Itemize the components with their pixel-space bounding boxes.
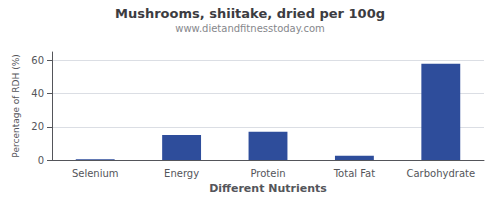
svg-text:60: 60 [31,55,44,66]
svg-text:Selenium: Selenium [72,168,119,179]
svg-text:Total Fat: Total Fat [333,168,375,179]
svg-text:Carbohydrate: Carbohydrate [406,168,475,179]
svg-text:www.dietandfitnesstoday.com: www.dietandfitnesstoday.com [175,23,324,34]
svg-text:40: 40 [31,88,44,99]
svg-text:Energy: Energy [164,168,199,179]
svg-text:20: 20 [31,121,44,132]
svg-text:Percentage of RDH (%): Percentage of RDH (%) [11,54,21,157]
svg-text:Mushrooms, shiitake, dried per: Mushrooms, shiitake, dried per 100g [115,6,385,21]
svg-text:0: 0 [38,155,44,166]
svg-text:Protein: Protein [250,168,285,179]
svg-text:Different Nutrients: Different Nutrients [209,182,327,195]
